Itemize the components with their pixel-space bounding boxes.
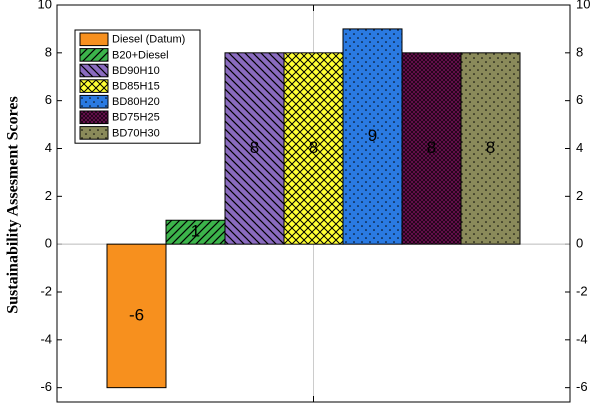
- value-label: 9: [368, 126, 377, 145]
- y2-tick-label: -6: [576, 379, 588, 394]
- legend-swatch: [79, 48, 109, 62]
- bar: [283, 52, 344, 245]
- y-tick-label: 2: [45, 188, 52, 203]
- legend-label: B20+Diesel: [112, 49, 169, 61]
- y2-tick-label: 6: [576, 92, 583, 107]
- legend-swatch: [79, 126, 109, 140]
- value-label: 1: [191, 222, 200, 241]
- y2-tick-label: 2: [576, 188, 583, 203]
- value-label: 8: [309, 138, 318, 157]
- legend-label: BD90H10: [112, 65, 160, 77]
- legend-label: BD85H15: [112, 81, 160, 93]
- value-label: 8: [427, 138, 436, 157]
- value-label: -6: [129, 305, 144, 324]
- legend-swatch: [79, 79, 109, 93]
- bar: [106, 243, 167, 389]
- y-tick-label: -2: [40, 283, 52, 298]
- bar: [460, 52, 521, 245]
- legend-label: BD70H30: [112, 127, 160, 139]
- y2-tick-label: 4: [576, 140, 583, 155]
- legend-swatch: [79, 94, 109, 109]
- y2-tick-label: 0: [576, 236, 583, 251]
- legend-label: BD80H20: [112, 96, 160, 108]
- y2-tick-label: 8: [576, 44, 583, 59]
- legend-label: Diesel (Datum): [112, 34, 185, 46]
- value-label: 8: [250, 138, 259, 157]
- y2-tick-label: -2: [576, 283, 588, 298]
- legend-swatch: [79, 110, 109, 125]
- legend-swatch: [79, 63, 109, 78]
- bar: [224, 52, 285, 245]
- y-axis-label: Sustainability Assesment Scores: [5, 96, 22, 314]
- bar: [342, 28, 403, 245]
- y-tick-label: -6: [40, 379, 52, 394]
- legend-label: BD75H25: [112, 112, 160, 124]
- y-tick-label: 0: [45, 236, 52, 251]
- value-label: 8: [486, 138, 495, 157]
- y2-tick-label: 10: [576, 0, 590, 11]
- legend-swatch: [79, 32, 109, 47]
- y-tick-label: 8: [45, 44, 52, 59]
- bar: [401, 52, 462, 245]
- y-tick-label: 10: [38, 0, 52, 11]
- y-tick-label: 6: [45, 92, 52, 107]
- y-tick-label: -4: [40, 331, 52, 346]
- y-tick-label: 4: [45, 140, 52, 155]
- y2-tick-label: -4: [576, 331, 588, 346]
